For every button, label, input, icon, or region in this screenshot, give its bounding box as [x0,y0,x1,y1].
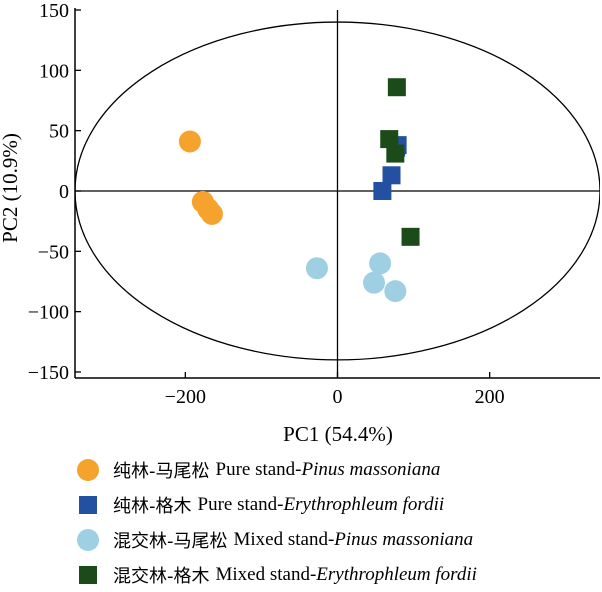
square-marker-icon [74,562,102,588]
y-tick-label-2: 50 [49,121,69,143]
point-ps_pinus-3 [200,202,223,225]
y-tick-label-1: 100 [39,60,69,82]
y-tick-label-6: −150 [28,362,69,384]
legend-item-ms_erythro: 混交林-格木 Mixed stand- Erythrophleum fordii [74,557,600,592]
y-tick-label-3: 0 [59,181,69,203]
axes: 150 100 50 0 −50 −100 −150 −200 0 200 [28,0,600,408]
legend-label-cn: 纯林-马尾松 [113,460,210,482]
legend-label-en: Pure stand- [215,458,302,480]
point-ms_pinus-0 [305,257,328,280]
point-ms_pinus-3 [384,280,407,303]
point-ms_pinus-2 [363,271,386,294]
x-axis-title: PC1 (54.4%) [283,422,393,446]
legend-label-cn: 混交林-马尾松 [113,530,228,552]
point-ms_erythro-2 [386,144,405,163]
legend: 纯林-马尾松 Pure stand- Pinus massoniana 纯林-格木 Pu… [74,452,600,592]
pca-chart: 150 100 50 0 −50 −100 −150 −200 0 200 PC1 (54.4%)… [0,0,600,446]
y-tick-label-5: −100 [28,302,69,324]
y-tick-label-4: −50 [38,241,69,263]
legend-label-en: Mixed stand- [233,528,335,550]
point-ms_erythro-0 [387,78,406,97]
x-tick-label-1: 0 [333,386,343,408]
point-ps_erythro-3 [373,181,392,200]
legend-label-en: Pure stand- [197,493,284,515]
point-ps_erythro-2 [382,166,401,185]
legend-label-species: Erythrophleum fordii [316,563,477,585]
legend-label-species: Pinus massoniana [334,528,474,550]
circle-marker-icon [74,527,102,553]
legend-label-cn: 混交林-格木 [113,565,210,587]
y-tick-label-0: 150 [39,0,69,22]
square-marker-icon [74,492,102,518]
legend-item-ms_pinus: 混交林-马尾松 Mixed stand- Pinus massoniana [74,522,600,557]
plot-area [75,10,600,378]
x-tick-label-0: −200 [165,386,206,408]
point-ms_erythro-1 [380,130,399,149]
legend-item-ps_pinus: 纯林-马尾松 Pure stand- Pinus massoniana [74,452,600,487]
point-ms_pinus-1 [369,252,392,275]
legend-label-cn: 纯林-格木 [113,495,192,517]
circle-marker-icon [74,457,102,483]
legend-label-species: Erythrophleum fordii [283,493,445,515]
legend-item-ps_erythro: 纯林-格木 Pure stand- Erythrophleum fordii [74,487,600,522]
legend-label-species: Pinus massoniana [301,458,441,480]
x-tick-label-2: 200 [475,386,505,408]
point-ms_erythro-3 [401,227,420,246]
y-axis-title: PC2 (10.9%) [0,133,22,243]
legend-label-en: Mixed stand- [215,563,317,585]
point-ps_pinus-0 [178,130,201,153]
